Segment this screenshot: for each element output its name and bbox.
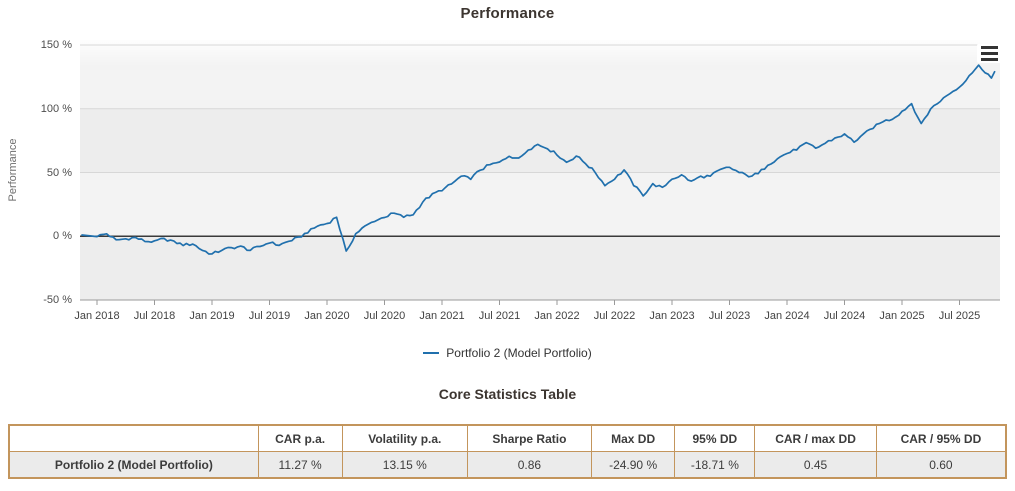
series-line-portfolio-2 [81,64,996,255]
stat-value-cell: 13.15 % [341,451,469,479]
x-tick-label: Jan 2020 [304,310,350,322]
x-tick-label: Jul 2024 [823,310,866,322]
column-header: CAR p.a. [257,424,343,452]
table-row: Portfolio 2 (Model Portfolio) 11.27 % 13.1… [8,451,1007,479]
core-statistics-table: CAR p.a. Volatility p.a. Sharpe Ratio Max D… [8,424,1007,479]
chart-title: Performance [460,5,555,22]
stat-value-cell: -18.71 % [674,451,756,479]
stat-value-cell: 0.45 [754,451,877,479]
row-name-cell: Portfolio 2 (Model Portfolio) [8,451,259,479]
column-header: Volatility p.a. [341,424,469,452]
column-header: CAR / max DD [754,424,877,452]
y-tick-label: 0 % [53,230,72,243]
table-header-row: CAR p.a. Volatility p.a. Sharpe Ratio Max D… [8,424,1007,452]
stat-value-cell: 0.86 [467,451,592,479]
x-tick-label: Jan 2022 [534,310,580,322]
x-tick-label: Jul 2020 [363,310,406,322]
x-tick-label: Jan 2024 [764,310,810,322]
hamburger-icon[interactable] [977,44,1001,63]
x-tick-label: Jan 2025 [879,310,925,322]
x-tick-label: Jul 2019 [248,310,291,322]
column-header: Sharpe Ratio [467,424,592,452]
x-tick-label: Jul 2023 [708,310,751,322]
stats-table-title: Core Statistics Table [438,386,577,402]
x-tick-label: Jan 2019 [189,310,235,322]
column-header: CAR / 95% DD [875,424,1007,452]
y-tick-label: 100 % [40,102,72,115]
column-header-empty [8,424,259,452]
x-tick-label: Jan 2021 [419,310,465,322]
x-tick-label: Jan 2023 [649,310,695,322]
stat-value-cell: -24.90 % [590,451,676,479]
x-tick-label: Jul 2022 [593,310,636,322]
y-tick-label: 50 % [46,166,72,179]
stat-value-cell: 0.60 [875,451,1007,479]
y-tick-label: 150 % [40,39,72,51]
y-axis-title: Performance [7,138,19,202]
x-tick-label: Jul 2018 [133,310,176,322]
performance-line-chart [80,40,1000,305]
legend-item-portfolio-2[interactable]: Portfolio 2 (Model Portfolio) [0,346,1015,360]
stat-value-cell: 11.27 % [257,451,343,479]
legend-line-marker [423,352,440,354]
x-tick-label: Jul 2021 [478,310,521,322]
x-tick-label: Jul 2025 [938,310,981,322]
legend-label: Portfolio 2 (Model Portfolio) [446,346,592,360]
column-header: Max DD [590,424,676,452]
column-header: 95% DD [674,424,756,452]
x-tick-label: Jan 2018 [74,310,120,322]
y-tick-label: -50 % [43,294,72,306]
